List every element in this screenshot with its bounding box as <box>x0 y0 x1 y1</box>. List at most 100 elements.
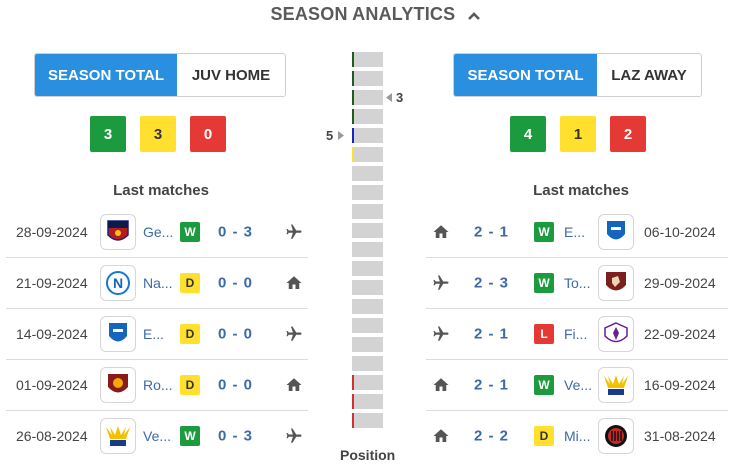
opponent-name[interactable]: Na... <box>143 275 173 291</box>
match-row[interactable]: 29-09-2024 To... W 2 - 3 <box>426 258 728 309</box>
match-row[interactable]: 06-10-2024 E... W 2 - 1 <box>426 207 728 258</box>
position-cell <box>352 337 383 352</box>
match-score: 0 - 3 <box>218 223 254 241</box>
opponent-name[interactable]: To... <box>564 275 591 291</box>
league-position-column <box>352 52 385 432</box>
opponent-name[interactable]: Ro... <box>143 377 173 393</box>
match-score: 2 - 1 <box>474 376 510 394</box>
opponent-name[interactable]: Mi... <box>564 428 591 444</box>
match-row[interactable]: 22-09-2024 Fi... L 2 - 1 <box>426 309 728 360</box>
zone-marker <box>352 413 354 428</box>
match-date: 01-09-2024 <box>16 377 88 393</box>
position-cell <box>352 223 383 238</box>
wins-count: 4 <box>510 116 546 152</box>
season-total-tab[interactable]: SEASON TOTAL <box>454 54 597 96</box>
position-cell <box>352 261 383 276</box>
position-cell <box>352 52 383 67</box>
match-date: 14-09-2024 <box>16 326 88 342</box>
milan-logo <box>598 418 634 454</box>
home-icon <box>285 274 303 292</box>
wins-count: 3 <box>90 116 126 152</box>
match-date: 28-09-2024 <box>16 224 88 240</box>
position-cell <box>352 147 383 162</box>
match-date: 21-09-2024 <box>16 275 88 291</box>
genoa-logo <box>100 214 136 250</box>
home-toggle-group: SEASON TOTAL JUV HOME <box>34 53 286 97</box>
losses-count: 0 <box>190 116 226 152</box>
position-label: Position <box>340 447 396 463</box>
opponent-name[interactable]: Fi... <box>564 326 588 342</box>
season-total-tab[interactable]: SEASON TOTAL <box>35 54 177 96</box>
home-icon <box>432 427 450 445</box>
result-badge: L <box>534 324 554 344</box>
plane-icon <box>285 223 303 241</box>
home-position-marker: 5 <box>326 128 345 143</box>
position-cell <box>352 242 383 257</box>
match-score: 0 - 3 <box>218 427 254 445</box>
chevron-up-icon[interactable] <box>467 5 481 26</box>
match-score: 2 - 3 <box>474 274 510 292</box>
plane-icon <box>432 274 450 292</box>
svg-text:N: N <box>113 275 123 291</box>
away-tab[interactable]: LAZ AWAY <box>611 66 687 84</box>
last-matches-heading: Last matches <box>533 182 629 199</box>
position-cell <box>352 204 383 219</box>
match-row[interactable]: 26-08-2024 Ve... W 0 - 3 <box>6 411 308 461</box>
away-toggle-group: SEASON TOTAL LAZ AWAY <box>453 53 702 97</box>
zone-marker <box>352 128 354 143</box>
match-row[interactable]: 14-09-2024 E... D 0 - 0 <box>6 309 308 360</box>
roma-logo <box>100 367 136 403</box>
home-form-summary: 3 3 0 <box>90 116 226 152</box>
home-last-matches-list: 28-09-2024 Ge... W 0 - 3 21-09-2024 N Na... D 0 … <box>6 207 308 461</box>
result-badge: D <box>180 273 200 293</box>
home-tab[interactable]: JUV HOME <box>191 66 271 84</box>
match-score: 0 - 0 <box>218 325 254 343</box>
position-cell <box>352 413 383 428</box>
empoli-logo <box>100 316 136 352</box>
match-score: 0 - 0 <box>218 376 254 394</box>
match-date: 26-08-2024 <box>16 428 88 444</box>
match-row[interactable]: 21-09-2024 N Na... D 0 - 0 <box>6 258 308 309</box>
away-last-matches-list: 06-10-2024 E... W 2 - 1 29-09-2024 To... W 2 - … <box>426 207 728 461</box>
result-badge: W <box>180 222 200 242</box>
opponent-name[interactable]: Ve... <box>143 428 172 444</box>
match-score: 2 - 2 <box>474 427 510 445</box>
draws-count: 1 <box>560 116 596 152</box>
away-form-summary: 4 1 2 <box>510 116 646 152</box>
opponent-name[interactable]: E... <box>564 224 586 240</box>
plane-icon <box>285 325 303 343</box>
position-cell <box>352 299 383 314</box>
zone-marker <box>352 109 354 124</box>
section-title-label: SEASON ANALYTICS <box>270 4 456 24</box>
result-badge: W <box>180 426 200 446</box>
caret-left-icon <box>386 90 392 105</box>
home-icon <box>432 376 450 394</box>
position-cell <box>352 71 383 86</box>
match-row[interactable]: 28-09-2024 Ge... W 0 - 3 <box>6 207 308 258</box>
napoli-logo: N <box>100 265 136 301</box>
position-cell <box>352 128 383 143</box>
empoli-logo <box>598 214 634 250</box>
match-row[interactable]: 16-09-2024 Ve... W 2 - 1 <box>426 360 728 411</box>
match-row[interactable]: 01-09-2024 Ro... D 0 - 0 <box>6 360 308 411</box>
result-badge: W <box>534 222 554 242</box>
section-title[interactable]: SEASON ANALYTICS <box>0 4 751 26</box>
result-badge: W <box>534 375 554 395</box>
match-date: 22-09-2024 <box>644 326 716 342</box>
plane-icon <box>285 427 303 445</box>
zone-marker <box>352 375 354 390</box>
result-badge: D <box>180 324 200 344</box>
match-score: 2 - 1 <box>474 223 510 241</box>
opponent-name[interactable]: E... <box>143 326 165 342</box>
home-icon <box>432 223 450 241</box>
match-row[interactable]: 31-08-2024 Mi... D 2 - 2 <box>426 411 728 461</box>
match-date: 31-08-2024 <box>644 428 716 444</box>
opponent-name[interactable]: Ve... <box>564 377 593 393</box>
position-cell <box>352 394 383 409</box>
position-cell <box>352 356 383 371</box>
position-cell <box>352 90 383 105</box>
match-date: 29-09-2024 <box>644 275 716 291</box>
zone-marker <box>352 394 354 409</box>
opponent-name[interactable]: Ge... <box>143 224 174 240</box>
position-cell <box>352 109 383 124</box>
